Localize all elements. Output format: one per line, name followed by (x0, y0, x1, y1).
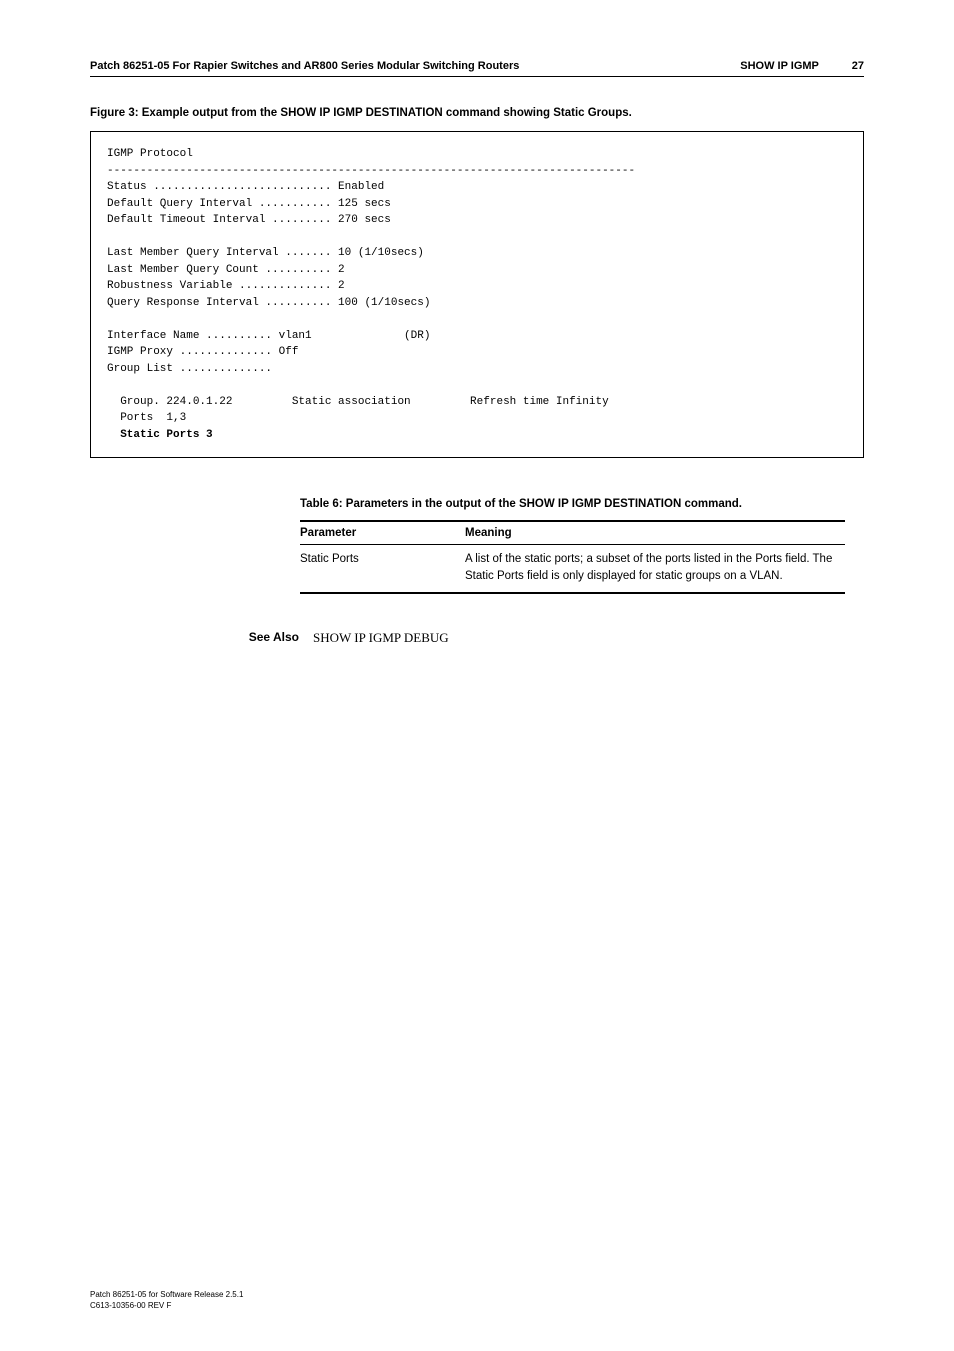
code-line: Default Timeout Interval ......... 270 s… (107, 214, 391, 226)
table-cell-meaning: A list of the static ports; a subset of … (465, 545, 845, 594)
header-right: SHOW IP IGMP 27 (740, 60, 864, 72)
table-header-param: Parameter (300, 521, 465, 545)
page-number: 27 (852, 60, 864, 72)
table-header-row: Parameter Meaning (300, 521, 845, 545)
table-header-meaning: Meaning (465, 521, 845, 545)
code-line: Interface Name .......... vlan1 (DR) (107, 330, 430, 342)
code-line: Status ........................... Enabl… (107, 181, 384, 193)
code-line-bold: Static Ports 3 (107, 429, 213, 441)
code-line: IGMP Protocol (107, 148, 193, 160)
table-caption: Table 6: Parameters in the output of the… (300, 498, 864, 510)
code-line: Ports 1,3 (107, 412, 186, 424)
header-left: Patch 86251-05 For Rapier Switches and A… (90, 60, 519, 72)
code-line: Default Query Interval ........... 125 s… (107, 198, 391, 210)
footer-line2: C613-10356-00 REV F (90, 1301, 243, 1311)
code-line: IGMP Proxy .............. Off (107, 346, 298, 358)
code-line: Last Member Query Interval ....... 10 (1… (107, 247, 424, 259)
see-also-value: SHOW IP IGMP DEBUG (313, 630, 449, 646)
see-also-label: See Also (211, 630, 299, 646)
code-line: Group. 224.0.1.22 Static association Ref… (107, 396, 609, 408)
header-cmd: SHOW IP IGMP (740, 60, 818, 72)
page-footer: Patch 86251-05 for Software Release 2.5.… (90, 1290, 243, 1311)
table-end-rule (300, 593, 845, 594)
code-line: ----------------------------------------… (107, 165, 635, 177)
code-line: Group List .............. (107, 363, 272, 375)
footer-line1: Patch 86251-05 for Software Release 2.5.… (90, 1290, 243, 1300)
code-line: Robustness Variable .............. 2 (107, 280, 345, 292)
page-header: Patch 86251-05 For Rapier Switches and A… (90, 60, 864, 77)
code-output-box: IGMP Protocol --------------------------… (90, 131, 864, 458)
table-cell-param: Static Ports (300, 545, 465, 594)
code-line: Query Response Interval .......... 100 (… (107, 297, 430, 309)
see-also-section: See Also SHOW IP IGMP DEBUG (211, 630, 864, 646)
code-line: Last Member Query Count .......... 2 (107, 264, 345, 276)
table-row: Static Ports A list of the static ports;… (300, 545, 845, 594)
parameters-table: Parameter Meaning Static Ports A list of… (300, 520, 845, 594)
figure-caption: Figure 3: Example output from the SHOW I… (90, 107, 864, 119)
